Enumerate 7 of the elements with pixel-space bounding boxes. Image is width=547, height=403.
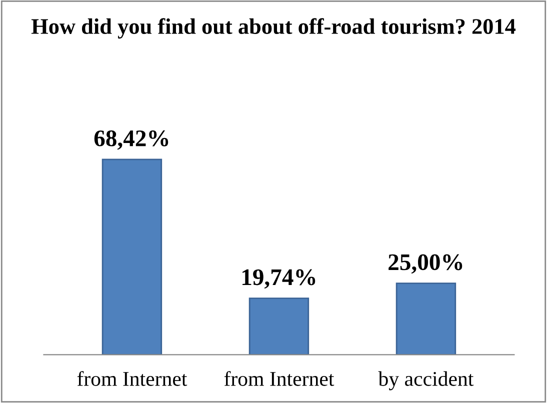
x-tick-label: by accident (378, 371, 474, 390)
chart-title: How did you find out about off-road tourism? 2014 (31, 18, 516, 39)
data-label: 19,74% (242, 269, 316, 289)
data-label: 25,00% (388, 254, 462, 274)
x-tick-label: from Internet (77, 371, 188, 386)
data-label: 68,42% (94, 130, 168, 150)
x-tick-label: from Internet (224, 371, 334, 386)
